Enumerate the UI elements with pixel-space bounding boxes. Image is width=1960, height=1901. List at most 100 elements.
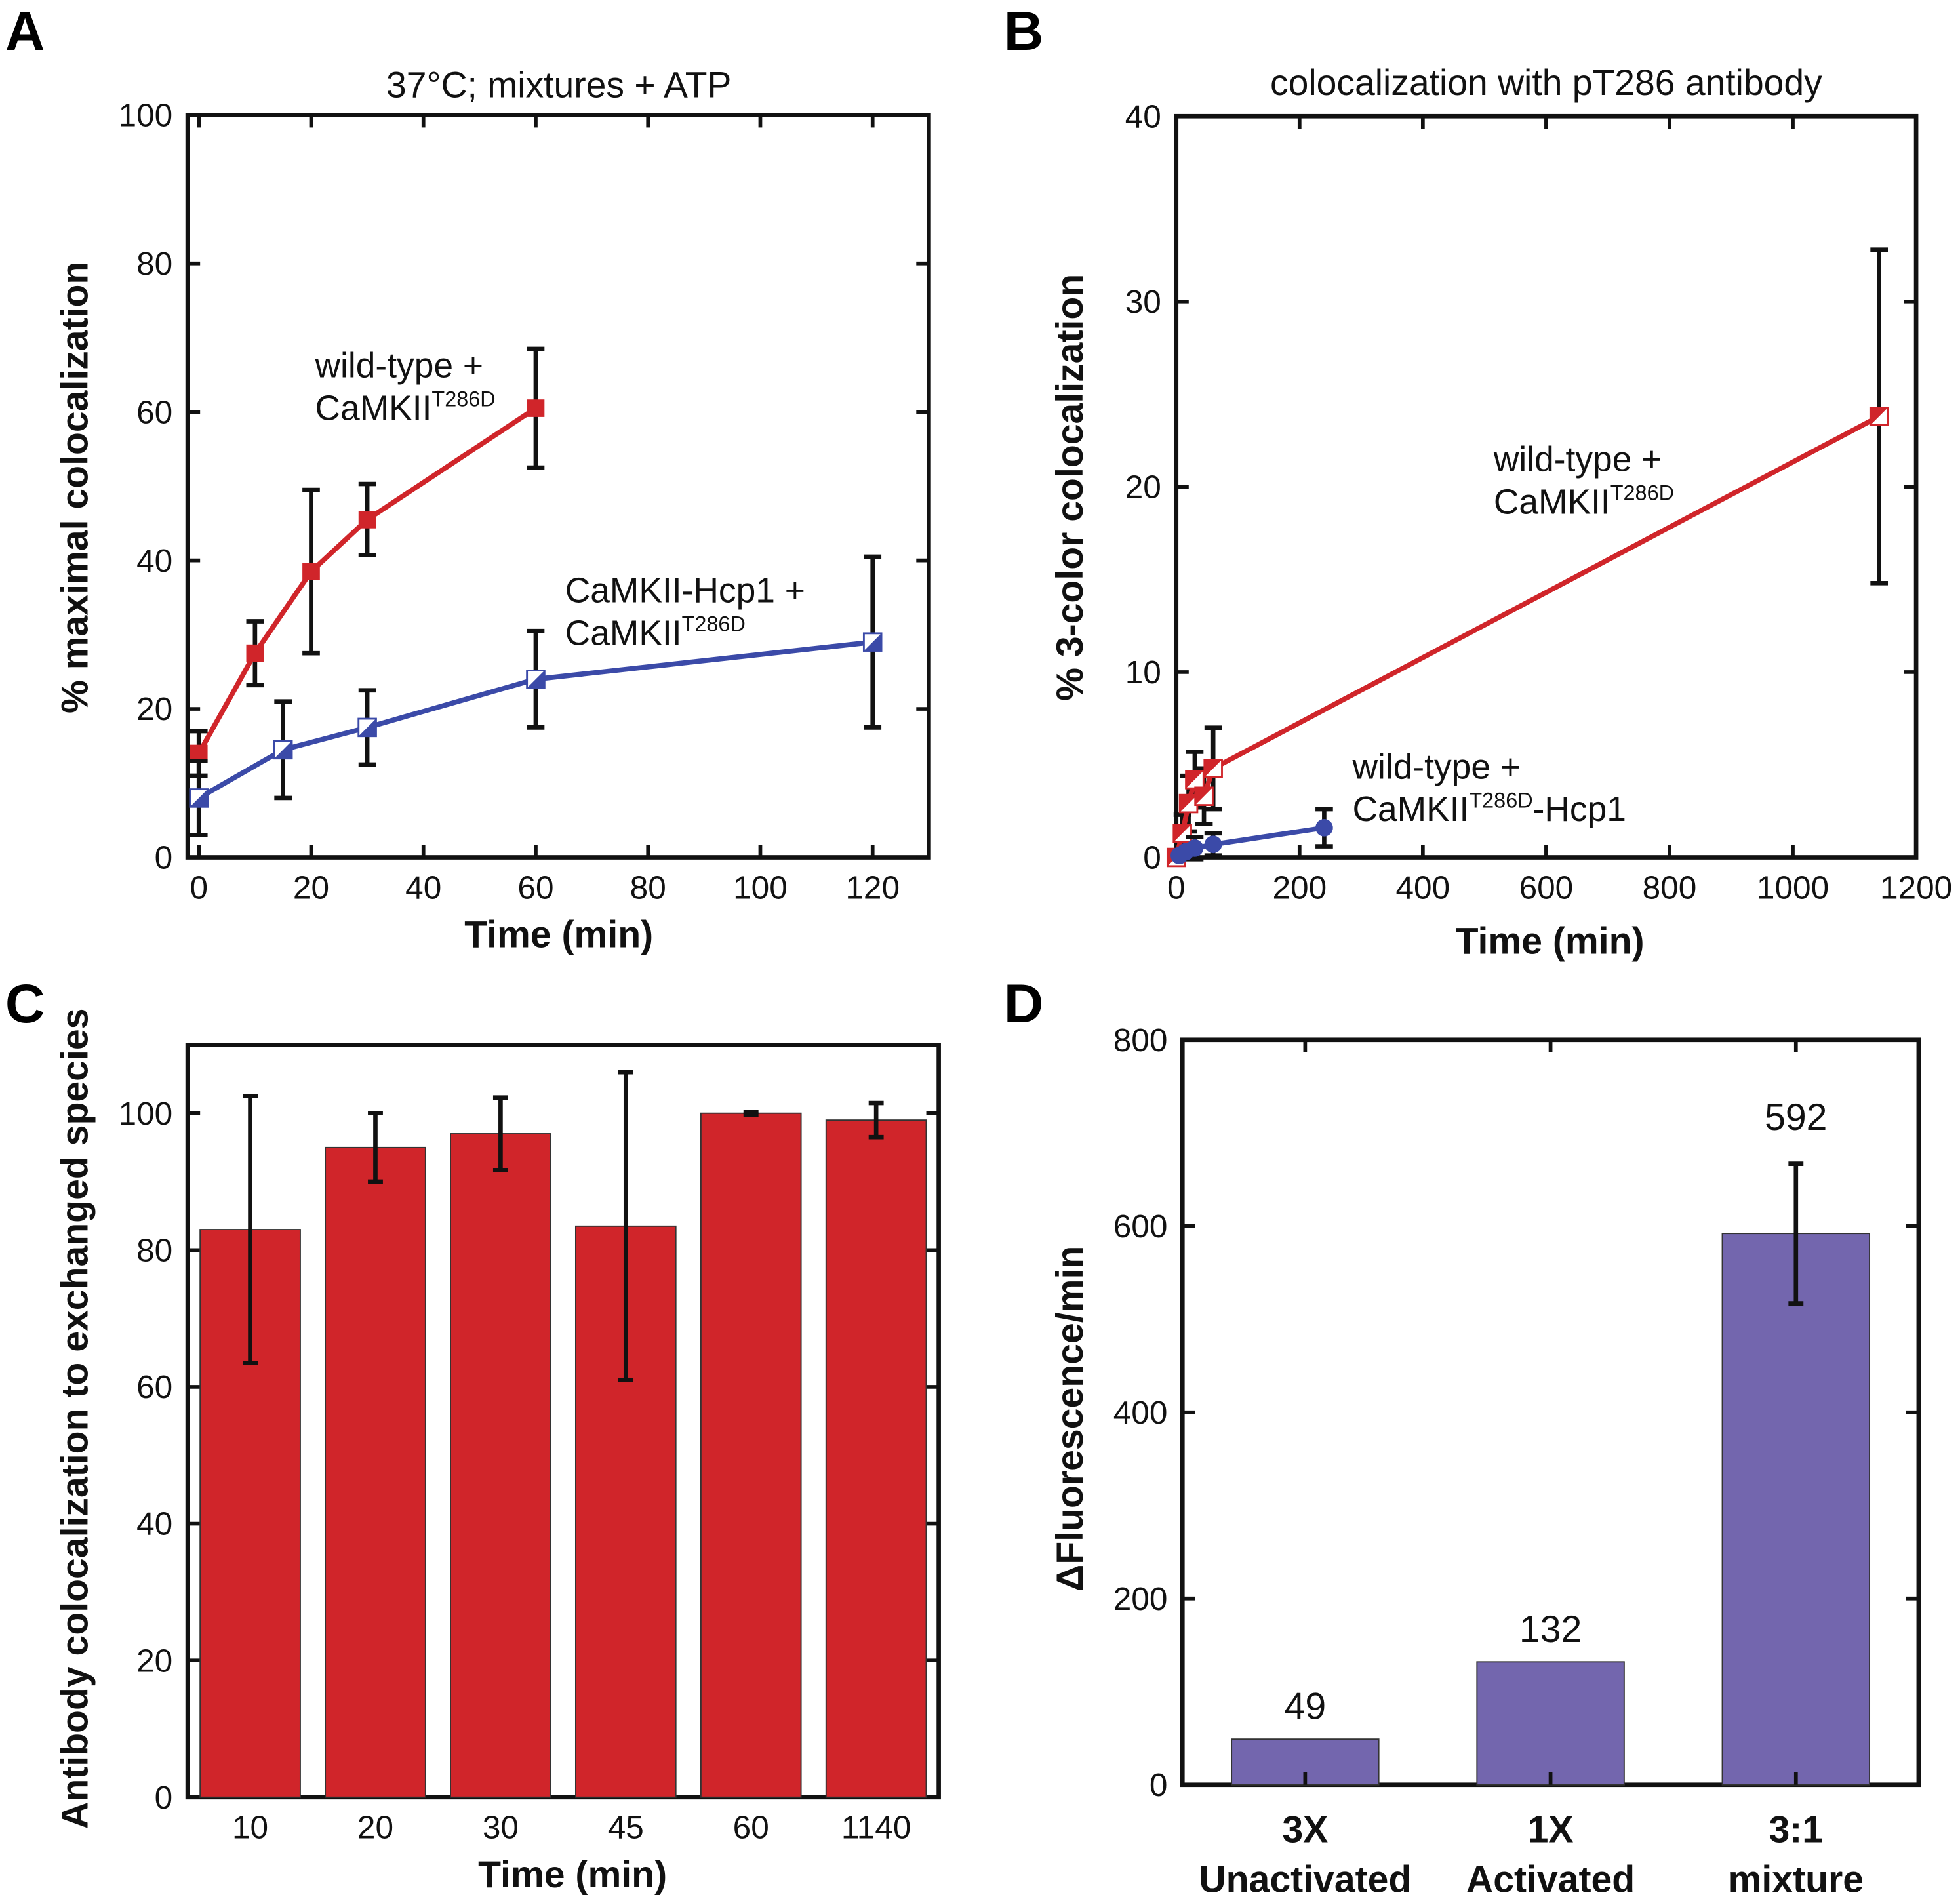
panel-label: D xyxy=(1004,972,1044,1034)
x-axis-label: Time (min) xyxy=(464,914,653,956)
data-point xyxy=(1204,835,1222,854)
data-point xyxy=(1315,818,1333,837)
x-axis-label: Time (min) xyxy=(478,1854,667,1896)
bar xyxy=(825,1119,927,1798)
x-tick-label: 20 xyxy=(357,1809,393,1846)
y-tick-label: 100 xyxy=(119,97,173,134)
x-tick-label: 400 xyxy=(1396,869,1450,906)
x-tick-label: 40 xyxy=(405,869,441,906)
bar xyxy=(700,1112,802,1798)
x-tick-label: 1000 xyxy=(1757,869,1829,906)
panel-label: B xyxy=(1004,0,1044,62)
data-point xyxy=(1194,786,1214,807)
y-tick-label: 0 xyxy=(1143,839,1161,876)
y-tick-label: 80 xyxy=(136,245,172,282)
series-annotation: wild-type + xyxy=(1493,441,1662,479)
x-tick-label: 60 xyxy=(733,1809,769,1846)
x-tick-label: 1140 xyxy=(841,1809,911,1846)
data-point xyxy=(1203,759,1223,778)
y-tick-label: 40 xyxy=(1125,98,1161,134)
panel-c: C Time (min) Antibody colocalization to ex… xyxy=(5,972,941,1896)
y-tick-label: 800 xyxy=(1113,1022,1168,1058)
series-0: wild-type +CaMKIIT286D xyxy=(190,347,545,778)
x-tick-label: 20 xyxy=(293,869,329,906)
y-tick-label: 400 xyxy=(1113,1394,1168,1431)
panel-label: C xyxy=(5,972,45,1034)
data-point xyxy=(862,632,883,652)
x-tick-label: 0 xyxy=(190,869,208,906)
x-tick-label: mixture xyxy=(1729,1859,1864,1901)
y-tick-label: 80 xyxy=(136,1231,172,1268)
y-tick-label: 60 xyxy=(136,1369,172,1405)
x-tick-label: 60 xyxy=(517,869,553,906)
y-axis-label: Antibody colocalization to exchanged spe… xyxy=(54,1009,96,1829)
y-tick-label: 20 xyxy=(136,1642,172,1679)
x-tick-label: Unactivated xyxy=(1199,1859,1411,1901)
y-tick-label: 0 xyxy=(1150,1767,1168,1803)
data-point xyxy=(1185,770,1205,790)
data-point xyxy=(526,670,546,689)
data-point xyxy=(1172,823,1192,843)
chart-title: colocalization with pT286 antibody xyxy=(1270,62,1822,103)
series-annotation: CaMKIIT286D-Hcp1 xyxy=(1352,788,1626,829)
panel-label: A xyxy=(5,0,45,62)
series-annotation: wild-type + xyxy=(1351,748,1521,786)
y-axis-label: % 3-color colocalization xyxy=(1049,274,1091,701)
bar xyxy=(1721,1233,1871,1786)
data-point xyxy=(358,511,376,529)
x-tick-label: 80 xyxy=(630,869,666,906)
x-tick-label: 3X xyxy=(1282,1809,1328,1851)
chart-title: 37°C; mixtures + ATP xyxy=(386,65,731,106)
panel-a: A 37°C; mixtures + ATP Time (min) % maximal… xyxy=(5,0,931,956)
y-tick-label: 20 xyxy=(1125,469,1161,506)
series-1: CaMKII-Hcp1 +CaMKIIT286D xyxy=(189,554,883,837)
x-tick-label: 10 xyxy=(232,1809,268,1846)
series-annotation: CaMKIIT286D xyxy=(1494,481,1674,521)
y-tick-label: 40 xyxy=(136,542,172,579)
plot-frame xyxy=(185,1043,941,1800)
y-tick-label: 100 xyxy=(119,1095,173,1132)
bar xyxy=(450,1133,551,1798)
plot-frame xyxy=(185,113,931,860)
series-annotation: CaMKIIT286D xyxy=(315,387,496,428)
x-tick-label: 3:1 xyxy=(1769,1809,1823,1851)
x-tick-label: 30 xyxy=(483,1809,519,1846)
x-tick-label: 45 xyxy=(608,1809,644,1846)
x-tick-label: 1X xyxy=(1528,1809,1574,1851)
x-tick-label: 100 xyxy=(733,869,788,906)
data-point xyxy=(273,740,293,760)
data-point xyxy=(1869,407,1889,426)
y-tick-label: 60 xyxy=(136,393,172,430)
series-1: wild-type +CaMKIIT286D-Hcp1 xyxy=(1170,748,1626,865)
series-annotation: CaMKII-Hcp1 + xyxy=(565,572,805,610)
data-point xyxy=(246,644,264,662)
y-tick-label: 30 xyxy=(1125,283,1161,320)
x-tick-label: 600 xyxy=(1519,869,1574,906)
x-tick-label: 800 xyxy=(1643,869,1697,906)
data-point xyxy=(527,399,545,417)
y-axis-label: ΔFluorescence/min xyxy=(1049,1246,1091,1591)
x-tick-label: 1200 xyxy=(1880,869,1952,906)
panel-d: D ΔFluorescence/min 0 200 400 600 800 3X Unactiv… xyxy=(1004,972,1921,1901)
data-label: 132 xyxy=(1519,1609,1582,1651)
y-tick-label: 600 xyxy=(1113,1208,1168,1245)
series-0: wild-type +CaMKIIT286D xyxy=(1166,247,1889,868)
y-tick-label: 0 xyxy=(155,839,173,876)
data-label: 49 xyxy=(1285,1686,1327,1728)
x-tick-label: 0 xyxy=(1167,869,1186,906)
x-tick-label: 200 xyxy=(1272,869,1327,906)
data-point xyxy=(189,788,209,808)
bar xyxy=(325,1146,426,1798)
x-tick-label: Activated xyxy=(1466,1859,1635,1901)
y-tick-label: 40 xyxy=(136,1506,172,1542)
series-annotation: wild-type + xyxy=(315,347,484,386)
data-point xyxy=(302,563,320,580)
x-tick-label: 120 xyxy=(845,869,900,906)
y-tick-label: 10 xyxy=(1125,654,1161,690)
data-point xyxy=(1186,839,1204,857)
data-point xyxy=(357,717,377,738)
series-annotation: CaMKIIT286D xyxy=(565,612,746,653)
data-label: 592 xyxy=(1765,1096,1827,1138)
